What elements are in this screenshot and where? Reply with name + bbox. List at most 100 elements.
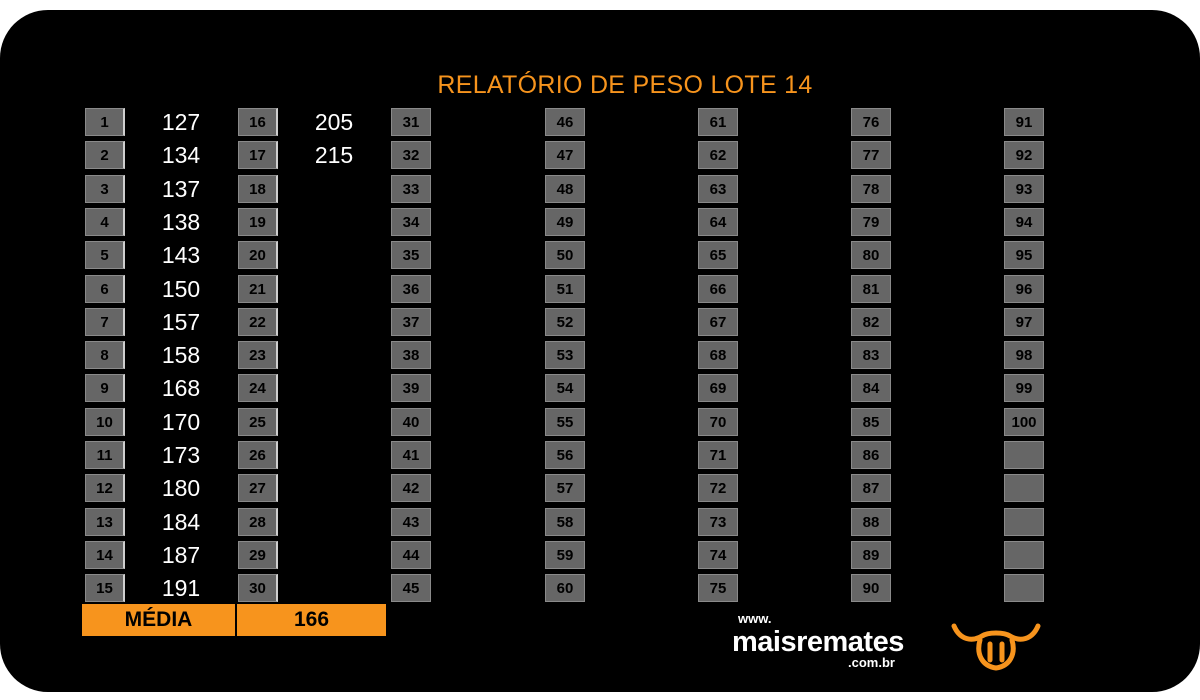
index-cell-10: 10 bbox=[85, 407, 125, 436]
index-cell-47: 47 bbox=[545, 141, 585, 170]
index-cell-72: 72 bbox=[698, 474, 738, 503]
index-cell-32: 32 bbox=[391, 141, 431, 170]
index-cell-26: 26 bbox=[238, 441, 278, 469]
index-cell-11: 11 bbox=[85, 441, 125, 469]
weight-value-15: 191 bbox=[161, 575, 201, 602]
index-cell-60: 60 bbox=[545, 574, 585, 603]
weight-value-11: 173 bbox=[161, 442, 201, 468]
index-cell-87: 87 bbox=[851, 474, 891, 503]
media-label: MÉDIA bbox=[82, 604, 235, 636]
index-cell-92: 92 bbox=[1004, 141, 1044, 170]
weight-value-5: 143 bbox=[161, 242, 201, 269]
index-cell-44: 44 bbox=[391, 540, 431, 569]
index-cell-64: 64 bbox=[698, 207, 738, 236]
index-cell-39: 39 bbox=[391, 374, 431, 403]
logo-name: maisremates bbox=[732, 626, 904, 658]
index-cell-81: 81 bbox=[851, 274, 891, 303]
index-cell-82: 82 bbox=[851, 307, 891, 336]
weight-value-12: 180 bbox=[161, 475, 201, 502]
index-cell-43: 43 bbox=[391, 507, 431, 536]
bull-head-icon bbox=[951, 623, 1041, 671]
index-cell-63: 63 bbox=[698, 174, 738, 203]
index-cell-74: 74 bbox=[698, 540, 738, 569]
logo-domain: .com.br bbox=[848, 655, 895, 670]
index-cell-65: 65 bbox=[698, 241, 738, 270]
index-cell-24: 24 bbox=[238, 374, 278, 403]
weight-value-7: 157 bbox=[161, 308, 201, 335]
index-cell-85: 85 bbox=[851, 407, 891, 436]
index-cell-68: 68 bbox=[698, 341, 738, 370]
index-cell-13: 13 bbox=[85, 507, 125, 536]
index-cell-50: 50 bbox=[545, 241, 585, 270]
index-cell-9: 9 bbox=[85, 374, 125, 403]
index-cell-100: 100 bbox=[1004, 407, 1044, 436]
index-cell-20: 20 bbox=[238, 241, 278, 270]
index-cell-35: 35 bbox=[391, 241, 431, 270]
weight-value-10: 170 bbox=[161, 408, 201, 435]
index-cell-22: 22 bbox=[238, 307, 278, 336]
index-cell-46: 46 bbox=[545, 108, 585, 136]
index-cell-21: 21 bbox=[238, 274, 278, 303]
index-cell-34: 34 bbox=[391, 207, 431, 236]
index-cell-69: 69 bbox=[698, 374, 738, 403]
index-cell-18: 18 bbox=[238, 174, 278, 203]
index-cell-55: 55 bbox=[545, 407, 585, 436]
weight-value-8: 158 bbox=[161, 342, 201, 369]
index-cell-33: 33 bbox=[391, 174, 431, 203]
index-cell-42: 42 bbox=[391, 474, 431, 503]
index-cell-54: 54 bbox=[545, 374, 585, 403]
index-cell-71: 71 bbox=[698, 441, 738, 469]
index-cell-49: 49 bbox=[545, 207, 585, 236]
weight-value-16: 205 bbox=[314, 109, 354, 135]
weight-value-9: 168 bbox=[161, 375, 201, 402]
index-cell-56: 56 bbox=[545, 441, 585, 469]
index-cell-58: 58 bbox=[545, 507, 585, 536]
index-cell-80: 80 bbox=[851, 241, 891, 270]
index-cell-28: 28 bbox=[238, 507, 278, 536]
index-cell-57: 57 bbox=[545, 474, 585, 503]
index-cell-5: 5 bbox=[85, 241, 125, 270]
weight-value-3: 137 bbox=[161, 175, 201, 202]
index-cell-75: 75 bbox=[698, 574, 738, 603]
index-cell-14: 14 bbox=[85, 540, 125, 569]
index-cell-67: 67 bbox=[698, 307, 738, 336]
index-cell-73: 73 bbox=[698, 507, 738, 536]
index-cell-52: 52 bbox=[545, 307, 585, 336]
index-cell-7: 7 bbox=[85, 307, 125, 336]
index-cell-84: 84 bbox=[851, 374, 891, 403]
index-cell-3: 3 bbox=[85, 174, 125, 203]
index-cell-27: 27 bbox=[238, 474, 278, 503]
index-cell-66: 66 bbox=[698, 274, 738, 303]
weight-value-2: 134 bbox=[161, 142, 201, 169]
weight-value-13: 184 bbox=[161, 508, 201, 535]
index-cell-93: 93 bbox=[1004, 174, 1044, 203]
index-cell-62: 62 bbox=[698, 141, 738, 170]
index-cell-97: 97 bbox=[1004, 307, 1044, 336]
index-cell-88: 88 bbox=[851, 507, 891, 536]
index-cell-37: 37 bbox=[391, 307, 431, 336]
index-cell-90: 90 bbox=[851, 574, 891, 603]
index-cell-19: 19 bbox=[238, 207, 278, 236]
index-cell-17: 17 bbox=[238, 141, 278, 170]
index-cell-76: 76 bbox=[851, 108, 891, 136]
index-cell-41: 41 bbox=[391, 441, 431, 469]
weight-value-14: 187 bbox=[161, 541, 201, 568]
media-value: 166 bbox=[237, 604, 386, 636]
index-cell-8: 8 bbox=[85, 341, 125, 370]
empty-index-cell bbox=[1004, 574, 1044, 603]
index-cell-25: 25 bbox=[238, 407, 278, 436]
index-cell-78: 78 bbox=[851, 174, 891, 203]
index-cell-86: 86 bbox=[851, 441, 891, 469]
empty-index-cell bbox=[1004, 441, 1044, 469]
index-cell-29: 29 bbox=[238, 540, 278, 569]
index-cell-40: 40 bbox=[391, 407, 431, 436]
weight-value-17: 215 bbox=[314, 142, 354, 169]
index-cell-45: 45 bbox=[391, 574, 431, 603]
index-cell-16: 16 bbox=[238, 108, 278, 136]
index-cell-99: 99 bbox=[1004, 374, 1044, 403]
index-cell-53: 53 bbox=[545, 341, 585, 370]
logo-www: www. bbox=[738, 611, 772, 626]
index-cell-98: 98 bbox=[1004, 341, 1044, 370]
weight-value-1: 127 bbox=[161, 109, 201, 135]
index-cell-23: 23 bbox=[238, 341, 278, 370]
